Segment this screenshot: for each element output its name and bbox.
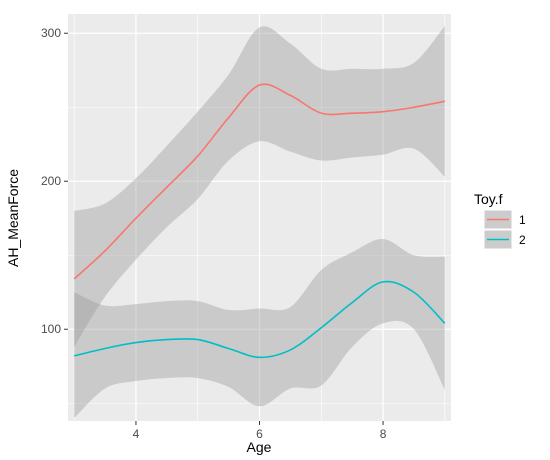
grid-major — [68, 14, 451, 421]
series-line-1 — [73, 83, 445, 280]
legend-label-1: 1 — [519, 213, 526, 227]
confidence-band-1 — [74, 25, 445, 348]
confidence-band-2 — [74, 238, 445, 419]
y-tick-label: 300 — [41, 26, 61, 40]
y-tick-label: 100 — [41, 322, 61, 336]
x-tick-label: 4 — [133, 427, 140, 441]
y-axis: 100 200 300 — [41, 26, 68, 336]
series-lines — [73, 83, 446, 359]
legend-label-2: 2 — [519, 233, 526, 247]
x-axis: 4 6 8 — [133, 421, 387, 441]
x-tick-label: 6 — [256, 427, 263, 441]
x-tick-label: 8 — [380, 427, 387, 441]
confidence-ribbons — [74, 25, 445, 419]
y-tick-label: 200 — [41, 174, 61, 188]
legend-title: Toy.f — [474, 191, 503, 207]
y-axis-title: AH_MeanForce — [5, 169, 21, 267]
x-axis-title: Age — [247, 439, 272, 455]
series-line-2 — [73, 280, 446, 359]
legend: Toy.f 1 2 — [474, 191, 526, 250]
